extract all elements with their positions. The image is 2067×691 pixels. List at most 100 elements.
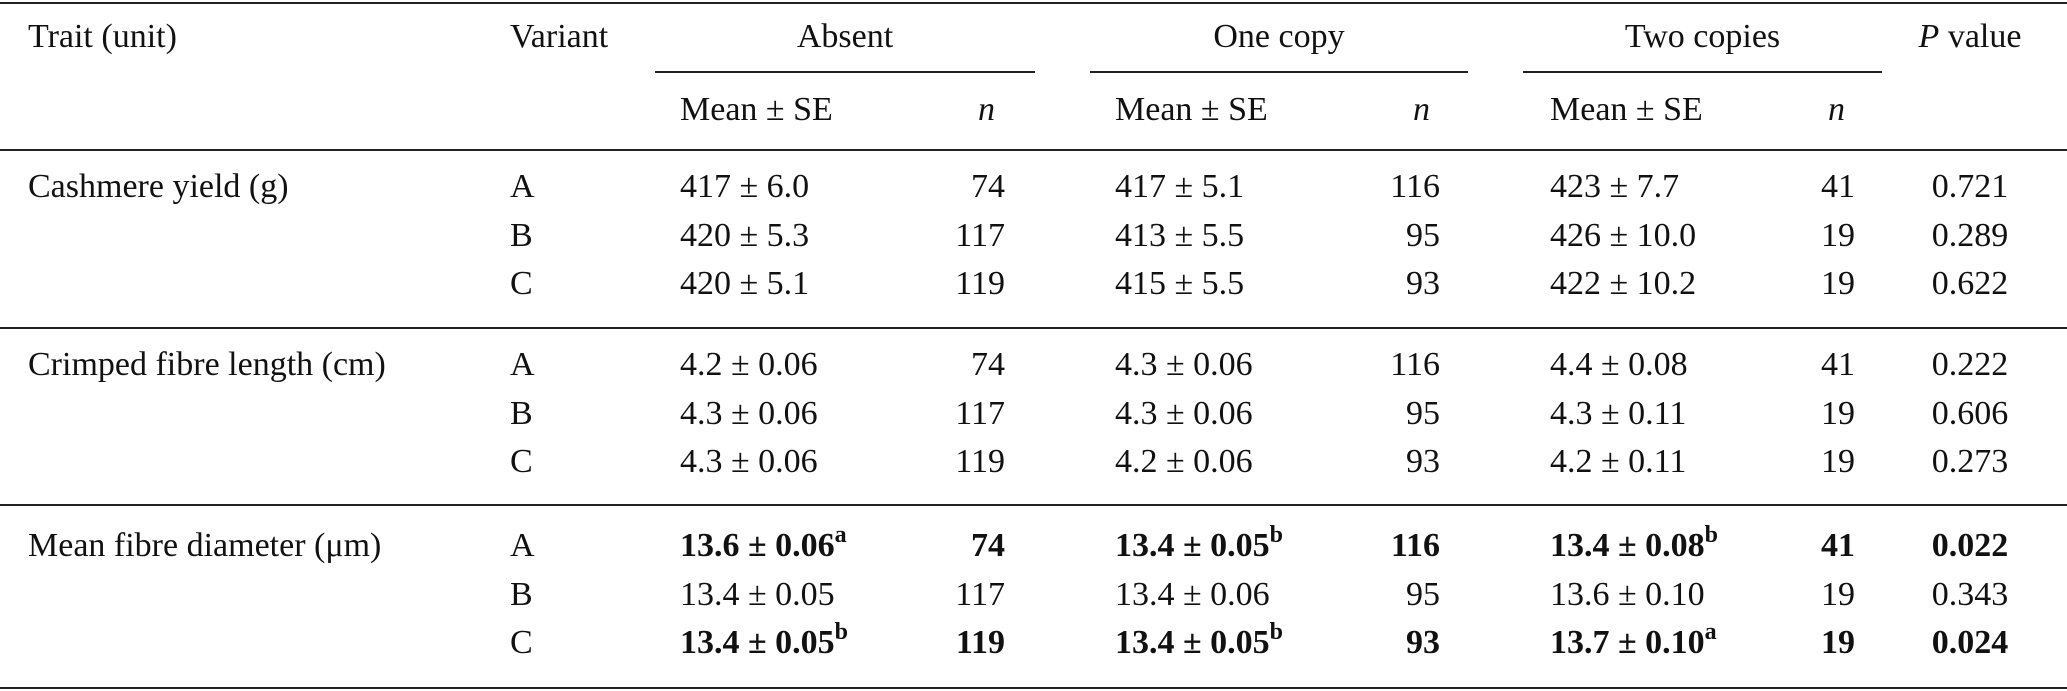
mean-se-cell: 423 ± 7.7 xyxy=(1550,167,1679,207)
n: 41 xyxy=(1821,168,1855,205)
mean-se: 4.3 ± 0.06 xyxy=(680,443,818,480)
mean-se: 13.4 ± 0.05 xyxy=(1115,527,1270,564)
variant: C xyxy=(510,265,533,302)
n: 117 xyxy=(955,575,1005,613)
mean-se: 13.4 ± 0.08 xyxy=(1550,527,1705,564)
space xyxy=(1939,18,1948,55)
p-value: 0.343 xyxy=(1931,575,2009,613)
superscript: b xyxy=(1269,521,1284,548)
p-value: 0.721 xyxy=(1931,168,2009,205)
n: 19 xyxy=(1821,624,1855,661)
header-mean-se: Mean ± SE xyxy=(1115,91,1268,128)
header-n: n xyxy=(1828,91,1845,128)
p-value: 0.024 xyxy=(1931,624,2009,661)
trait: Cashmere yield (g) xyxy=(28,168,289,205)
variant: B xyxy=(510,216,533,254)
n: 93 xyxy=(1406,624,1440,661)
mean-se-cell: 4.3 ± 0.06 xyxy=(1115,394,1253,434)
n: 95 xyxy=(1406,575,1440,613)
mean-se-cell: 415 ± 5.5 xyxy=(1115,264,1244,304)
n: 19 xyxy=(1821,443,1855,480)
n: 41 xyxy=(1821,346,1855,383)
mean-se-cell: 13.6 ± 0.06a xyxy=(680,523,847,566)
mean-se-cell: 426 ± 10.0 xyxy=(1550,216,1696,256)
mean-se: 13.4 ± 0.06 xyxy=(1115,575,1270,613)
n: 19 xyxy=(1821,216,1855,254)
p-value: 0.622 xyxy=(1931,265,2009,302)
mean-se: 4.3 ± 0.06 xyxy=(680,394,818,432)
n: 117 xyxy=(955,394,1005,432)
rule xyxy=(0,2,2067,4)
mean-se-cell: 4.3 ± 0.11 xyxy=(1550,394,1686,434)
mean-se-cell: 13.4 ± 0.08b xyxy=(1550,523,1718,566)
mean-se: 4.3 ± 0.06 xyxy=(1115,346,1253,383)
p-value: 0.606 xyxy=(1931,394,2009,432)
mean-se: 4.3 ± 0.11 xyxy=(1550,394,1687,432)
n: 116 xyxy=(1390,527,1440,564)
mean-se-cell: 4.3 ± 0.06 xyxy=(680,394,818,434)
rule xyxy=(0,687,2067,689)
rule xyxy=(1090,71,1468,73)
superscript: b xyxy=(834,618,849,645)
mean-se-cell: 13.4 ± 0.05 xyxy=(680,575,835,615)
n: 41 xyxy=(1821,527,1855,564)
superscript: b xyxy=(1269,618,1284,645)
mean-se: 13.7 ± 0.10 xyxy=(1550,624,1705,661)
variant: A xyxy=(510,168,535,205)
mean-se: 413 ± 5.5 xyxy=(1115,216,1245,254)
header-mean-se: Mean ± SE xyxy=(680,91,833,128)
n: 19 xyxy=(1821,575,1855,613)
n: 95 xyxy=(1406,216,1440,254)
mean-se: 13.4 ± 0.05 xyxy=(680,624,835,661)
n: 119 xyxy=(955,443,1005,480)
rule xyxy=(655,71,1035,73)
n: 74 xyxy=(971,168,1005,205)
mean-se-cell: 4.3 ± 0.06 xyxy=(1115,345,1253,385)
mean-se-cell: 13.6 ± 0.10 xyxy=(1550,575,1705,615)
n: 117 xyxy=(955,216,1005,254)
mean-se: 4.4 ± 0.08 xyxy=(1550,346,1688,383)
mean-se: 417 ± 5.1 xyxy=(1115,168,1245,205)
trait: Crimped fibre length (cm) xyxy=(28,346,386,383)
header-group: One copy xyxy=(1213,18,1345,55)
mean-se-cell: 4.2 ± 0.06 xyxy=(680,345,818,385)
variant: B xyxy=(510,394,533,432)
variant: B xyxy=(510,575,533,613)
header-n: n xyxy=(978,91,995,128)
mean-se-cell: 413 ± 5.5 xyxy=(1115,216,1244,256)
mean-se-cell: 13.4 ± 0.06 xyxy=(1115,575,1270,615)
n: 116 xyxy=(1390,168,1440,205)
p-value: 0.222 xyxy=(1931,346,2009,383)
mean-se-cell: 13.4 ± 0.05b xyxy=(1115,523,1283,566)
variant: A xyxy=(510,346,535,383)
mean-se-cell: 13.4 ± 0.05b xyxy=(1115,620,1283,663)
header-group: Two copies xyxy=(1624,18,1781,55)
mean-se: 4.2 ± 0.06 xyxy=(1115,443,1253,480)
header-p-value: P value xyxy=(1919,17,2022,57)
mean-se: 13.4 ± 0.05 xyxy=(680,575,835,613)
mean-se: 422 ± 10.2 xyxy=(1550,265,1697,302)
mean-se: 4.2 ± 0.06 xyxy=(680,346,818,383)
n: 19 xyxy=(1821,394,1855,432)
mean-se: 4.2 ± 0.11 xyxy=(1550,443,1687,480)
mean-se: 417 ± 6.0 xyxy=(680,168,810,205)
superscript: b xyxy=(1704,521,1719,548)
n: 74 xyxy=(971,527,1005,564)
n: 119 xyxy=(955,265,1005,302)
p-value: 0.273 xyxy=(1931,443,2009,480)
mean-se-cell: 4.2 ± 0.06 xyxy=(1115,442,1253,482)
mean-se: 423 ± 7.7 xyxy=(1550,168,1680,205)
superscript: a xyxy=(1704,618,1717,645)
mean-se: 13.6 ± 0.06 xyxy=(680,527,835,564)
header-n: n xyxy=(1413,91,1430,128)
mean-se-cell: 417 ± 5.1 xyxy=(1115,167,1244,207)
mean-se-cell: 4.4 ± 0.08 xyxy=(1550,345,1688,385)
header-mean-se: Mean ± SE xyxy=(1550,91,1703,128)
n: 119 xyxy=(955,624,1005,661)
mean-se-cell: 422 ± 10.2 xyxy=(1550,264,1696,304)
mean-se-cell: 417 ± 6.0 xyxy=(680,167,809,207)
p-italic: P xyxy=(1918,18,1940,55)
rule xyxy=(0,504,2067,506)
p-value: 0.289 xyxy=(1931,216,2009,254)
